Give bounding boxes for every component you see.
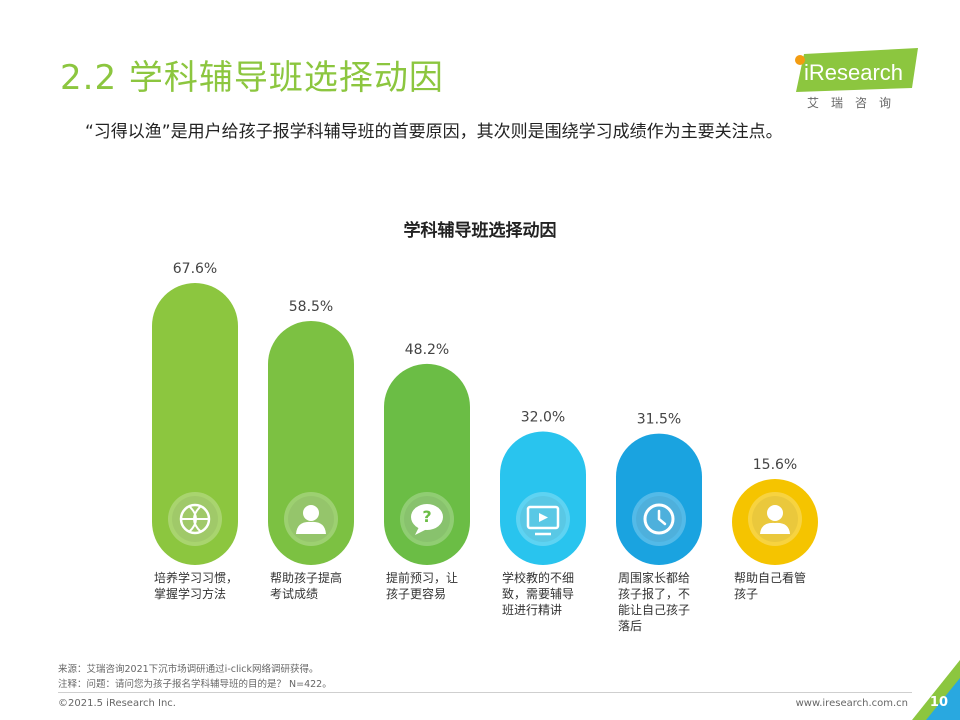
value-label: 15.6% xyxy=(753,457,797,473)
bar xyxy=(384,363,470,565)
basketball-icon xyxy=(168,492,222,546)
logo-badge-icon: iResearch xyxy=(795,48,918,92)
value-label: 31.5% xyxy=(637,412,681,428)
monitor-play-icon xyxy=(516,492,570,546)
category-label: 培养学习习惯，掌握学习方法 xyxy=(154,570,238,601)
user-icon xyxy=(284,492,338,546)
category-label: 周围家长都给孩子报了，不能让自己孩子落后 xyxy=(618,570,690,633)
category-label: 帮助自己看管孩子 xyxy=(734,570,806,601)
category-label: 帮助孩子提高考试成绩 xyxy=(270,570,342,601)
person-icon xyxy=(748,492,802,546)
corner-decoration xyxy=(912,660,960,720)
note-text: 注释：问题：请问您为孩子报名学科辅导班的目的是？ N=422。 xyxy=(58,679,332,690)
bar xyxy=(268,320,354,565)
source-notes: 来源：艾瑞咨询2021下沉市场调研通过i-click网络调研获得。 注释：问题：… xyxy=(58,662,332,692)
iresearch-logo: iResearch 艾瑞咨询 xyxy=(790,48,920,110)
value-label: 58.5% xyxy=(289,299,333,315)
question-bubble-icon: ? xyxy=(400,492,454,546)
source-text: 来源：艾瑞咨询2021下沉市场调研通过i-click网络调研获得。 xyxy=(58,664,319,675)
clock-icon xyxy=(632,492,686,546)
page-title: 2.2 学科辅导班选择动因 xyxy=(60,58,444,98)
page-subtitle: “习得以渔”是用户给孩子报学科辅导班的首要原因，其次则是围绕学习成绩作为主要关注… xyxy=(85,122,783,142)
bar xyxy=(732,479,818,565)
chart-title: 学科辅导班选择动因 xyxy=(403,221,557,241)
category-label: 提前预习，让孩子更容易 xyxy=(386,570,458,601)
logo-brand-text: iResearch xyxy=(804,60,903,85)
bar xyxy=(500,431,586,565)
svg-text:?: ? xyxy=(422,507,431,526)
bar xyxy=(152,283,238,565)
value-label: 32.0% xyxy=(521,410,565,426)
logo-cn-text: 艾瑞咨询 xyxy=(806,96,903,110)
copyright: ©2021.5 iResearch Inc. xyxy=(58,698,176,709)
bar-chart: 67.6% 培养学习习惯，掌握学习方法 58.5% 帮助孩子提高考试成绩? 48.2% 提… xyxy=(152,261,818,633)
bar xyxy=(616,433,702,565)
value-label: 67.6% xyxy=(173,261,217,277)
value-label: 48.2% xyxy=(405,342,449,358)
website-link[interactable]: www.iresearch.com.cn xyxy=(795,698,908,709)
footer-divider xyxy=(58,692,912,693)
category-label: 学校教的不细致，需要辅导班进行精讲 xyxy=(502,570,574,617)
page-number: 10 xyxy=(929,695,948,710)
